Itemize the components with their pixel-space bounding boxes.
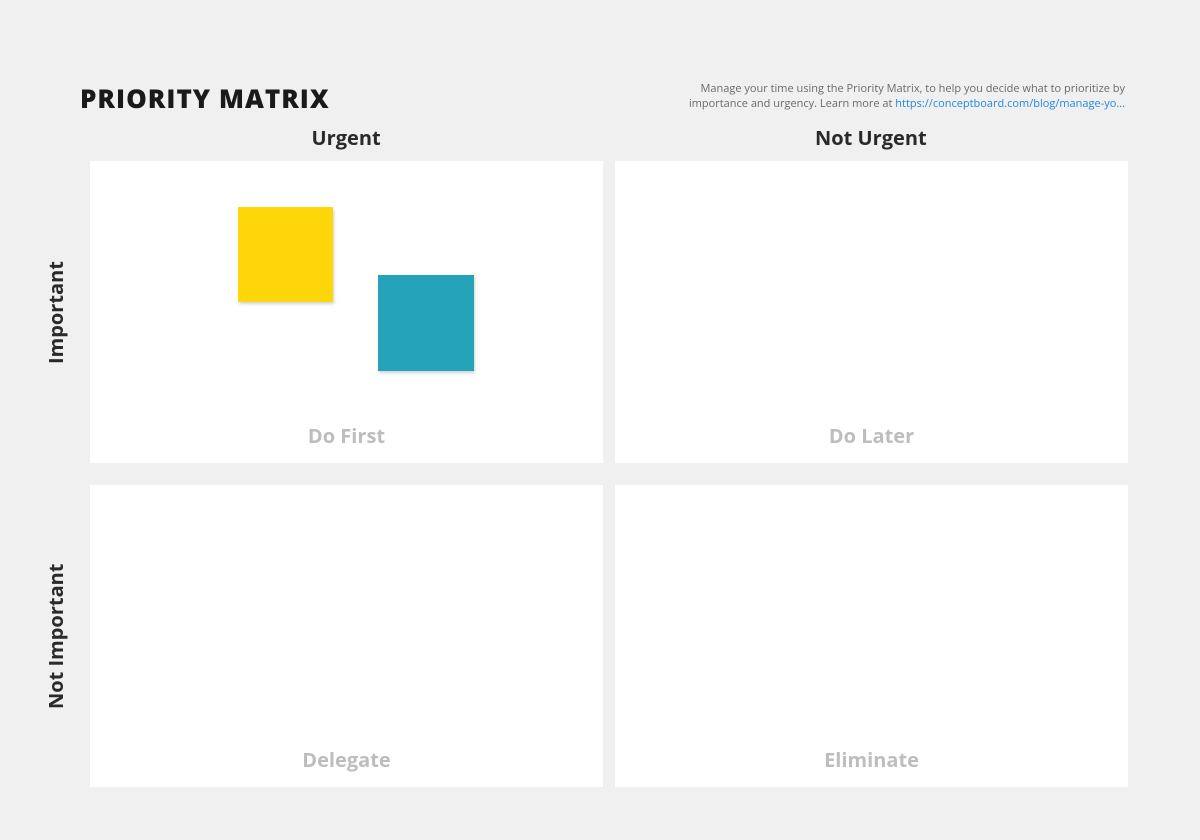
column-header-not-urgent: Not Urgent xyxy=(815,124,927,151)
quadrant-delegate[interactable]: Delegate xyxy=(90,485,603,787)
column-header-urgent: Urgent xyxy=(312,124,381,151)
subtitle-link[interactable]: https://conceptboard.com/blog/manage-yo.… xyxy=(895,96,1125,111)
quadrant-eliminate[interactable]: Eliminate xyxy=(615,485,1128,787)
quadrant-do-first[interactable]: Do First xyxy=(90,161,603,463)
quadrant-label-eliminate: Eliminate xyxy=(615,746,1128,773)
page-title: PRIORITY MATRIX xyxy=(80,80,330,116)
sticky-yellow[interactable] xyxy=(238,207,333,302)
page-subtitle: Manage your time using the Priority Matr… xyxy=(685,82,1125,112)
priority-matrix-page: PRIORITY MATRIX Manage your time using t… xyxy=(0,0,1200,840)
quadrant-do-later[interactable]: Do Later xyxy=(615,161,1128,463)
sticky-teal[interactable] xyxy=(378,275,474,371)
row-label-important: Important xyxy=(42,261,69,364)
quadrant-label-delegate: Delegate xyxy=(90,746,603,773)
quadrant-label-do-first: Do First xyxy=(90,422,603,449)
row-label-not-important: Not Important xyxy=(42,564,69,710)
quadrant-label-do-later: Do Later xyxy=(615,422,1128,449)
